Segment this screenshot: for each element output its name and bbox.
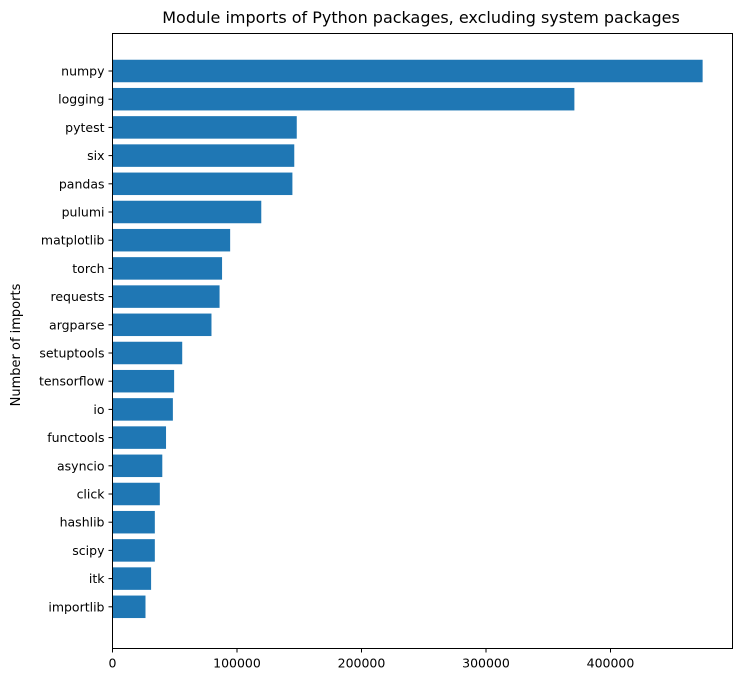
y-tick-label: pulumi [62,205,105,220]
x-axis-ticks: 0 100000 200000 300000 400000 [109,648,635,671]
bar-argparse [112,313,212,337]
bar-numpy [112,59,703,83]
y-axis-label: Number of imports [9,283,24,406]
x-tick-label: 0 [109,656,117,671]
x-tick-label: 300000 [462,656,510,671]
y-tick-label: matplotlib [41,233,105,248]
y-tick-label: scipy [72,543,105,558]
y-tick-label: itk [89,571,105,586]
y-tick-label: asyncio [57,458,105,473]
y-tick-label: logging [58,92,104,107]
bar-logging [112,87,575,111]
bar-pandas [112,172,293,196]
bar-six [112,144,295,167]
bar-io [112,398,173,421]
x-tick-label: 100000 [213,656,261,671]
y-tick-label: pandas [59,176,105,191]
bar-matplotlib [112,228,231,252]
y-tick-label: hashlib [60,515,105,530]
bar-requests [112,285,220,308]
bar-pytest [112,116,297,139]
bar-torch [112,257,223,280]
bar-asyncio [112,454,163,478]
y-tick-label: six [87,148,104,163]
bar-pulumi [112,200,262,224]
y-tick-label: tensorflow [39,374,105,389]
bar-scipy [112,539,155,562]
y-tick-label: setuptools [39,346,104,361]
plot-frame [112,33,733,649]
y-tick-label: io [93,402,104,417]
y-tick-labels: numpy logging pytest six pandas pulumi matplot… [39,64,113,614]
bar-hashlib [112,510,155,534]
y-tick-label: pytest [65,120,104,135]
y-tick-label: torch [72,261,104,276]
x-tick-label: 400000 [587,656,635,671]
y-tick-label: click [77,487,106,502]
bar-click [112,482,160,506]
y-tick-label: functools [47,430,104,445]
bar-importlib [112,595,146,619]
y-tick-label: requests [50,289,104,304]
y-tick-label: numpy [61,64,105,79]
chart-title: Module imports of Python packages, exclu… [162,8,680,27]
bar-itk [112,567,152,590]
bars-group [112,59,703,619]
x-tick-label: 200000 [338,656,386,671]
y-tick-label: argparse [49,317,105,332]
bar-functools [112,426,167,449]
bar-setuptools [112,341,183,365]
bar-tensorflow [112,369,175,393]
y-tick-label: importlib [48,599,104,614]
